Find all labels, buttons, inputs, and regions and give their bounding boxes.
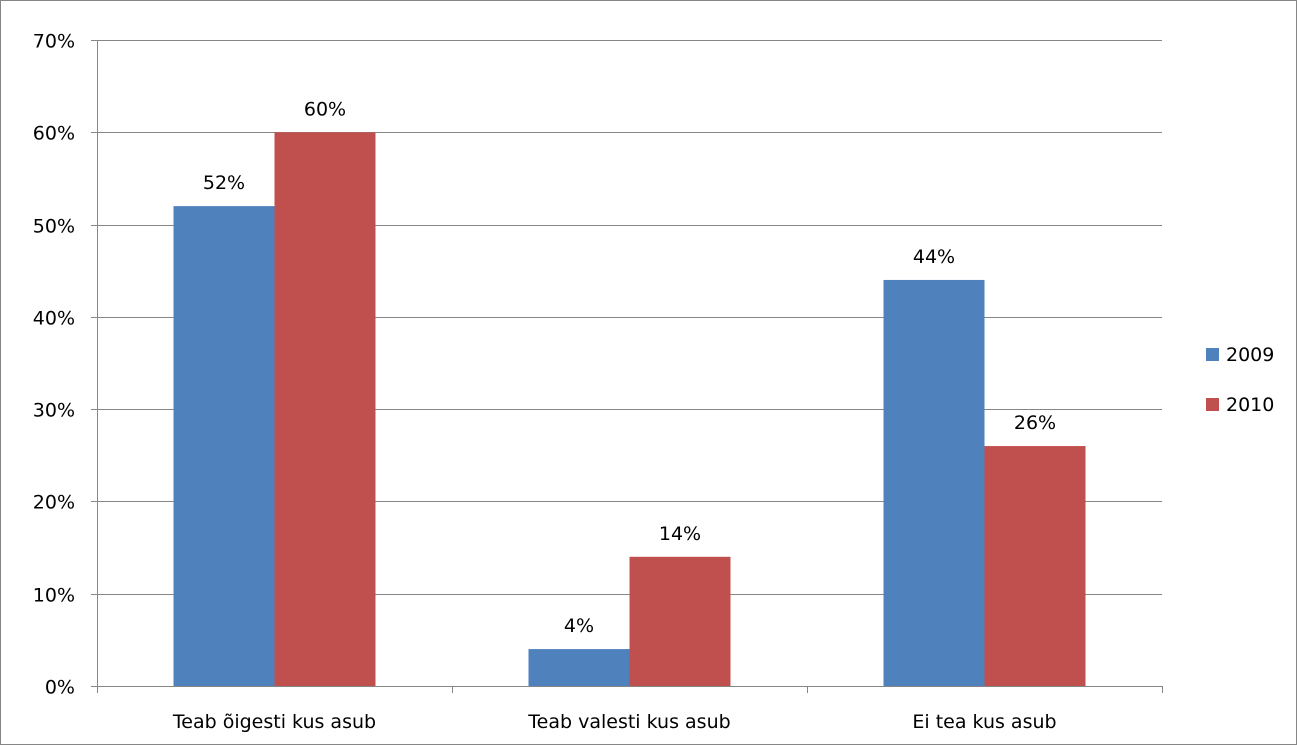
data-label: 44% xyxy=(913,246,955,268)
x-category-label: Teab õigesti kus asub xyxy=(172,711,376,733)
x-category-label: Teab valesti kus asub xyxy=(527,711,730,733)
x-category-label: Ei tea kus asub xyxy=(912,711,1056,733)
bar-2009-2 xyxy=(883,279,985,686)
legend-label: 2009 xyxy=(1226,344,1274,366)
bar-2010-1 xyxy=(629,556,731,686)
data-label: 14% xyxy=(659,523,701,545)
y-tick-label: 60% xyxy=(33,123,75,145)
data-label: 52% xyxy=(203,172,245,194)
legend-swatch-2010 xyxy=(1206,398,1219,411)
y-tick-label: 40% xyxy=(33,308,75,330)
legend-swatch-2009 xyxy=(1206,348,1219,361)
legend-label: 2010 xyxy=(1226,394,1274,416)
data-label: 4% xyxy=(564,615,594,637)
legend: 2009 2010 xyxy=(1206,344,1274,416)
data-label: 60% xyxy=(304,98,346,120)
y-tick-label: 70% xyxy=(33,31,75,53)
bar-2010-0 xyxy=(274,132,376,687)
bars xyxy=(173,132,1086,687)
y-tick-label: 30% xyxy=(33,400,75,422)
y-tick-label: 20% xyxy=(33,492,75,514)
axes xyxy=(91,40,1163,693)
y-tick-label: 10% xyxy=(33,585,75,607)
bar-2010-2 xyxy=(984,446,1086,686)
labels: 0% 10% 20% 30% 40% 50% 60% 70% 52% 60% Teab õigest… xyxy=(33,31,1057,734)
data-label: 26% xyxy=(1014,412,1056,434)
y-tick-label: 0% xyxy=(45,677,75,699)
y-tick-label: 50% xyxy=(33,216,75,238)
bar-2009-0 xyxy=(173,206,275,686)
bar-2009-1 xyxy=(528,649,630,686)
